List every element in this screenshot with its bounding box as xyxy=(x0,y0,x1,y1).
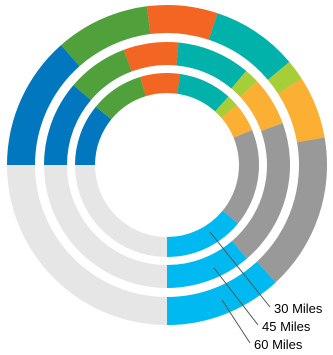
ring-2-segment-2 xyxy=(73,49,132,101)
ring-1-segment-7 xyxy=(256,137,327,283)
ring-3-segment-3 xyxy=(140,73,181,97)
ring-1-segment-2 xyxy=(61,6,151,67)
ring-leader-lines xyxy=(209,231,271,344)
ring-2-segment-4 xyxy=(176,42,247,89)
ring-2-segment-3 xyxy=(123,42,179,72)
ring-2-segment-5 xyxy=(231,70,257,97)
ring-3-segment-1 xyxy=(75,106,112,165)
ring-2-leader-line xyxy=(213,267,259,326)
ring-3-label: 30 Miles xyxy=(274,301,323,316)
ring-1-segment-1 xyxy=(6,45,80,165)
ring-1-segment-4 xyxy=(208,13,290,80)
ring-3-segment-7 xyxy=(222,130,259,224)
ring-3-segment-2 xyxy=(95,77,146,120)
ring-1-segment-5 xyxy=(267,61,302,94)
ring-3-segment-8 xyxy=(167,210,239,257)
ring-3-segment-5 xyxy=(215,96,237,118)
ring-1-segment-6 xyxy=(278,78,325,143)
ring-3-leader-line xyxy=(209,231,271,308)
ring-3-segment-4 xyxy=(177,73,229,112)
ring-1-segment-3 xyxy=(146,4,218,40)
ring-1-leader-line xyxy=(221,299,251,344)
ring-2-segment-6 xyxy=(240,81,283,132)
ring-1-label: 60 Miles xyxy=(254,337,303,352)
ring-2-segment-7 xyxy=(231,123,290,259)
ring-segments xyxy=(6,4,327,325)
ring-2-label: 45 Miles xyxy=(262,319,311,334)
ring-1-segment-8 xyxy=(167,261,276,325)
ring-3-segment-6 xyxy=(221,104,253,138)
ring-2-segment-1 xyxy=(44,85,91,165)
ring-labels: 60 Miles 45 Miles 30 Miles xyxy=(254,301,323,352)
